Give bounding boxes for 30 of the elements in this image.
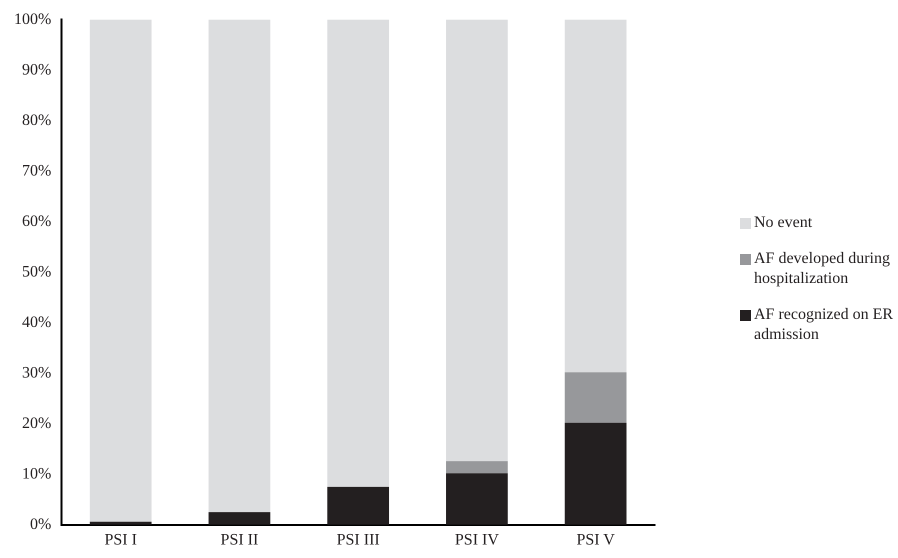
bar: [90, 20, 152, 522]
legend-label: AF developed during hospitalization: [754, 249, 891, 289]
bar: [208, 20, 270, 512]
bar: [564, 372, 627, 423]
bar: [446, 473, 508, 525]
y-tick-label: 80%: [22, 112, 52, 129]
y-tick-label: 20%: [22, 414, 52, 432]
y-tick-label: 40%: [22, 314, 52, 331]
bar: [446, 20, 508, 462]
x-tick-label: PSI IV: [454, 532, 500, 549]
y-tick-label: 50%: [22, 263, 52, 280]
legend-label: AF recognized on ER admission: [754, 305, 894, 345]
y-tick-label: 10%: [22, 465, 52, 482]
x-tick-label: PSI I: [104, 532, 137, 549]
x-tick-label: PSI III: [336, 532, 380, 549]
y-tick-label: 100%: [14, 10, 52, 28]
legend-label: No event: [754, 213, 812, 233]
bar: [327, 486, 390, 525]
bar: [564, 20, 627, 372]
x-tick-label: PSI II: [220, 532, 258, 549]
y-tick-label: 0%: [30, 516, 52, 534]
bar: [446, 461, 508, 474]
bar: [208, 512, 270, 525]
y-tick-label: 90%: [22, 61, 52, 78]
bar: [327, 20, 390, 487]
y-tick-label: 60%: [22, 212, 52, 230]
x-tick-label: PSI V: [576, 532, 616, 549]
bar: [564, 422, 627, 525]
y-tick-label: 70%: [22, 162, 52, 180]
y-tick-label: 30%: [22, 364, 52, 382]
